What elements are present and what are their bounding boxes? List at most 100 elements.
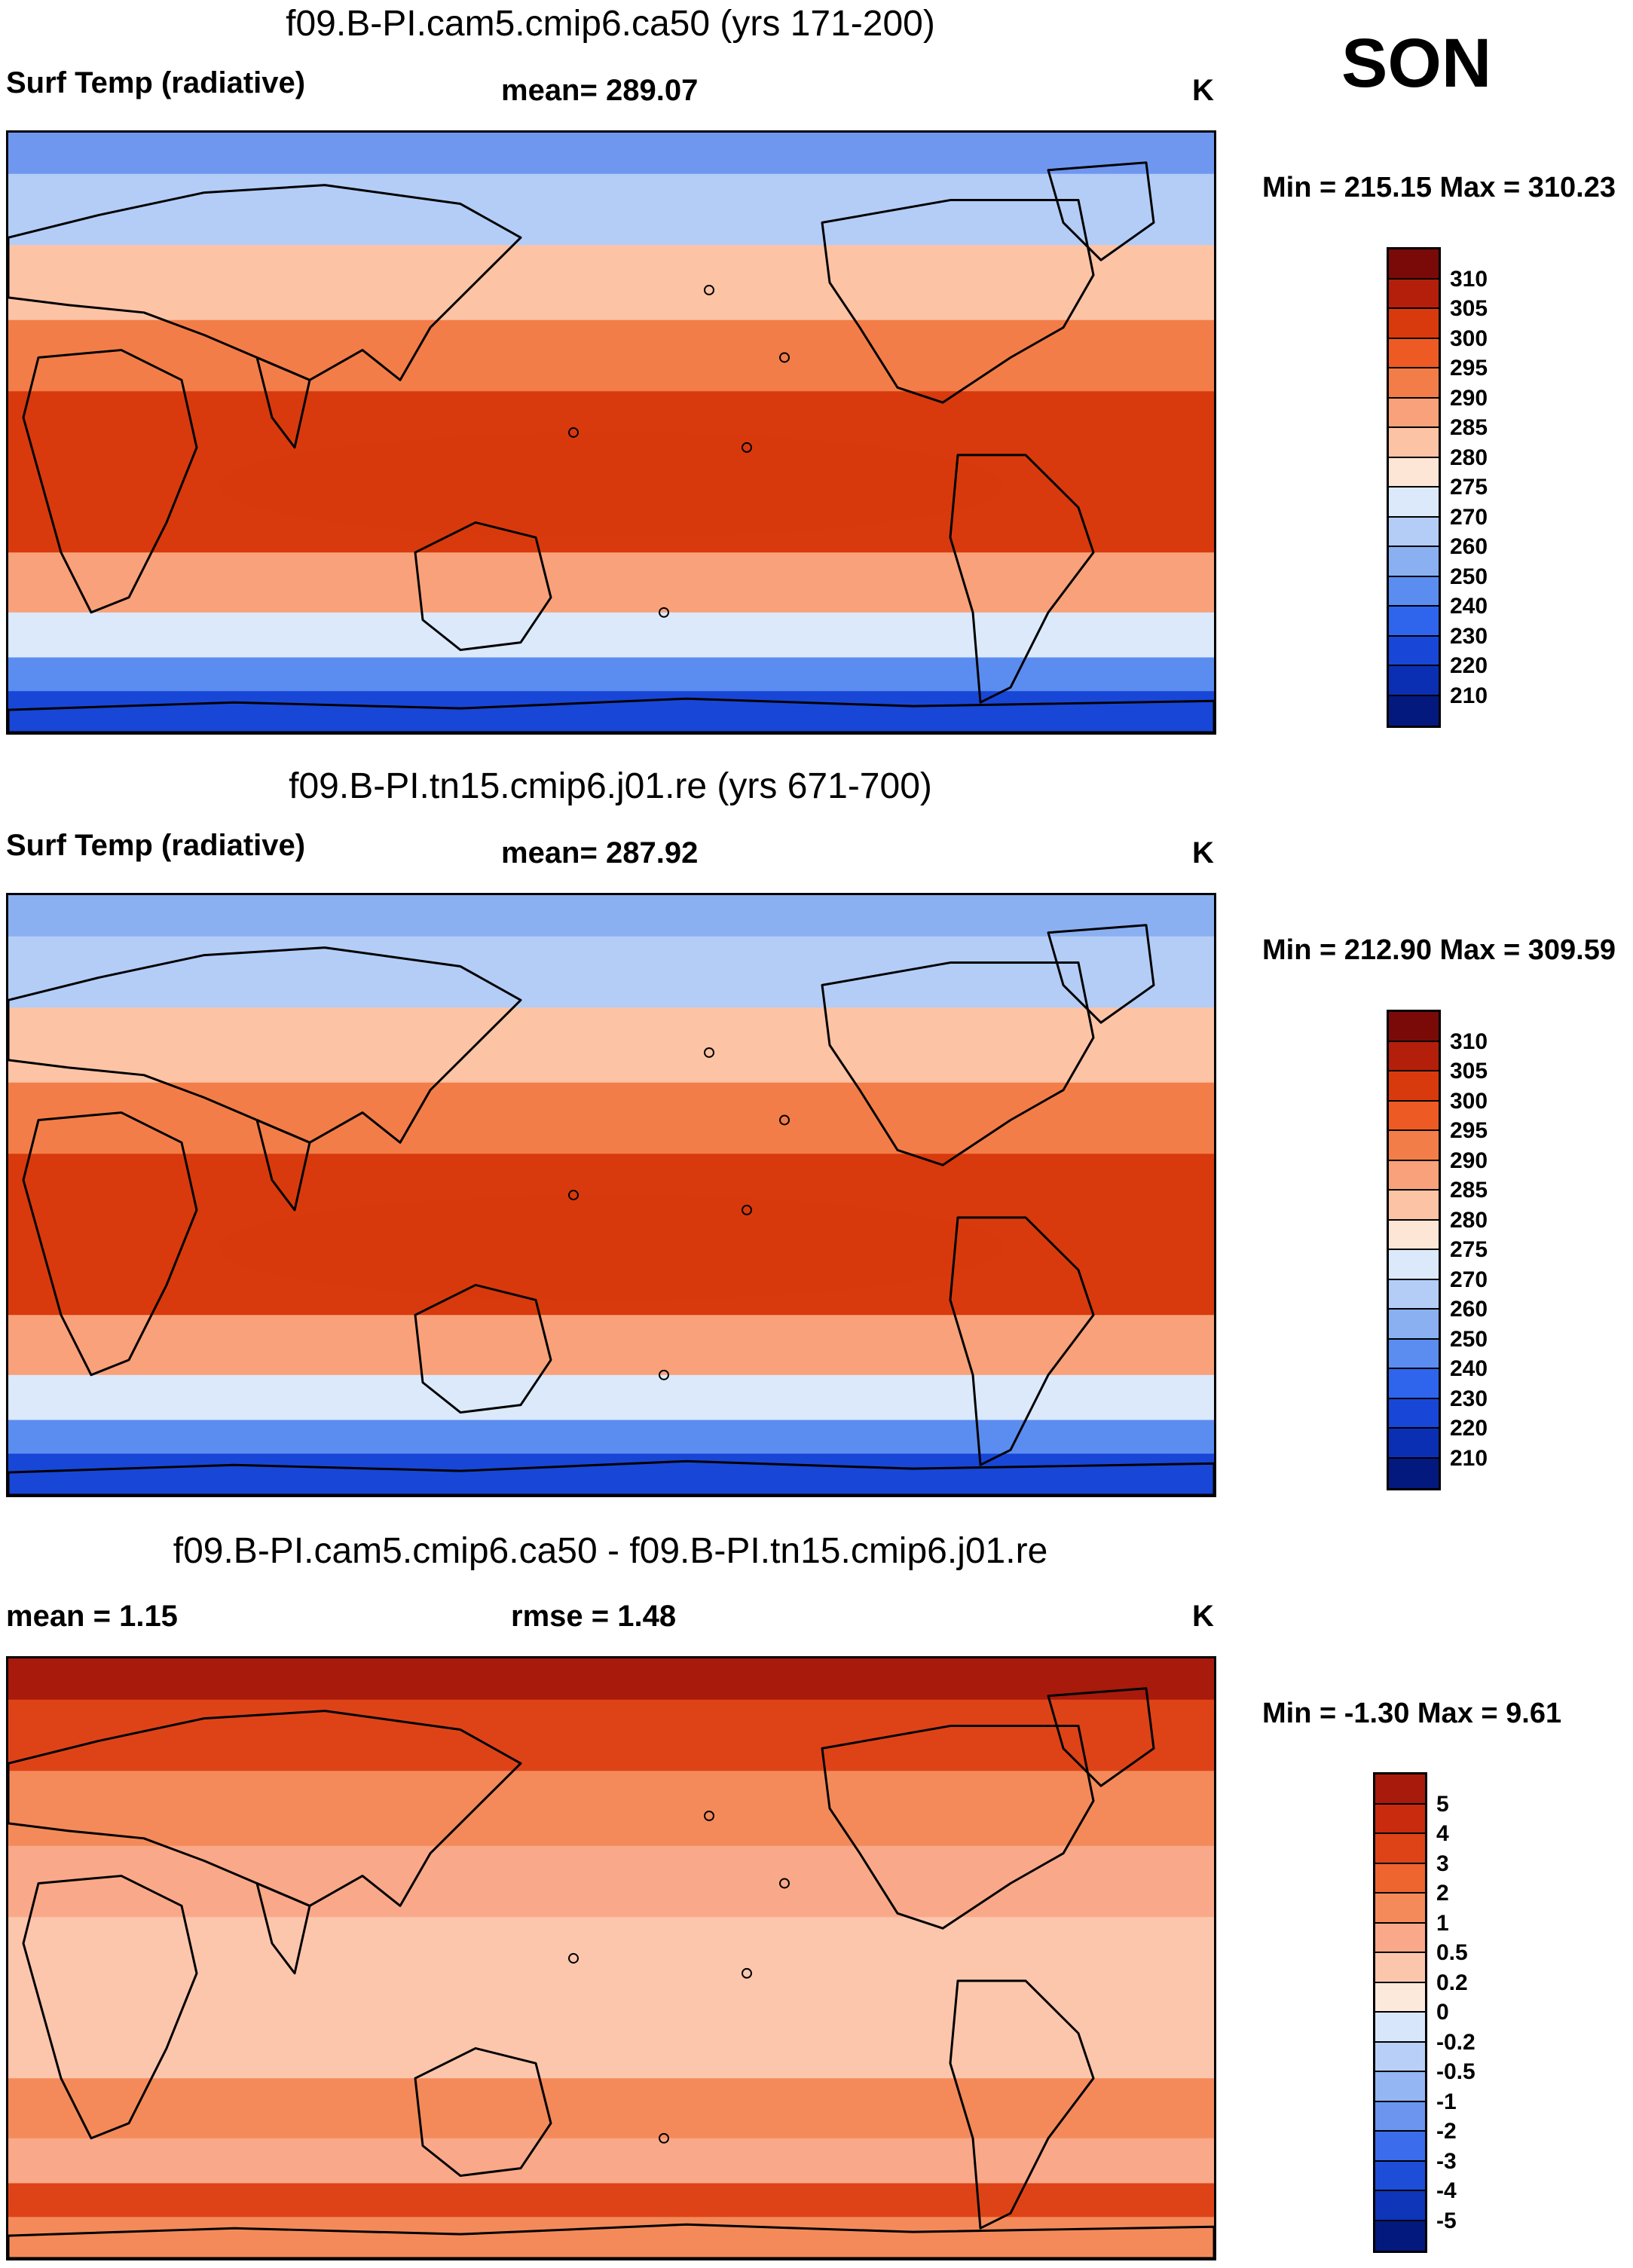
band-high_lat: [8, 1699, 1214, 1772]
australia-landmass: [414, 521, 552, 652]
colorbar-tick-label: 260: [1450, 534, 1488, 559]
island-outline: [704, 1047, 714, 1058]
island-outline: [568, 1953, 579, 1964]
colorbar-tick-label: -1: [1436, 2089, 1457, 2114]
colorbar-swatch: [1389, 695, 1439, 726]
band-south_cool: [8, 612, 1214, 659]
colorbar-swatch: [1389, 576, 1439, 607]
colorbar-tick-label: 220: [1450, 653, 1488, 678]
island-outline: [742, 1204, 752, 1215]
colorbar-swatch: [1389, 1429, 1439, 1459]
greenland-landmass: [1047, 1687, 1155, 1787]
colorbar-swatch: [1389, 1071, 1439, 1102]
colorbar-swatch: [1389, 1160, 1439, 1191]
colorbar-tick-label: -4: [1436, 2178, 1457, 2203]
south-america-landmass: [949, 1979, 1095, 2230]
colorbar-tick-label: 275: [1450, 475, 1488, 500]
colorbar-swatch: [1389, 1369, 1439, 1399]
africa-landmass: [22, 1875, 198, 2140]
colorbar-tick-label: -3: [1436, 2148, 1457, 2174]
colorbar-swatch: [1389, 338, 1439, 368]
panel-2-variable-label: Surf Temp (radiative): [6, 829, 306, 862]
north-america-landmass: [821, 961, 1095, 1166]
colorbar-tick-label: 305: [1450, 1059, 1488, 1084]
warm-pool: [219, 1958, 1003, 2064]
colorbar-tick-label: 2: [1436, 1881, 1449, 1906]
colorbar-swatch: [1375, 1834, 1425, 1864]
eurasia-landmass: [8, 1710, 522, 1907]
colorbar-tick-label: -0.2: [1436, 2029, 1476, 2055]
colorbar-swatch: [1389, 636, 1439, 666]
colorbar-tick-label: 5: [1436, 1791, 1449, 1817]
colorbar-swatch: [1389, 279, 1439, 309]
colorbar-swatch: [1389, 547, 1439, 577]
warm-pool: [219, 433, 1003, 538]
eurasia-landmass: [8, 946, 522, 1144]
colorbar-box: [1387, 247, 1441, 728]
colorbar-swatch: [1389, 1310, 1439, 1340]
greenland-landmass: [1047, 161, 1155, 261]
band-south_mid: [8, 552, 1214, 613]
island-outline: [779, 1114, 790, 1126]
colorbar-swatch: [1389, 1458, 1439, 1488]
warm-pool: [219, 1195, 1003, 1301]
colorbar-tick-label: 230: [1450, 623, 1488, 649]
panel-3-rmse-label: rmse = 1.48: [511, 1600, 677, 1633]
colorbar-swatch: [1375, 2132, 1425, 2162]
island-outline: [659, 607, 669, 618]
island-outline: [659, 1369, 669, 1380]
colorbar-swatch: [1389, 398, 1439, 428]
colorbar-swatch: [1389, 1279, 1439, 1310]
panel-2-title: f09.B-PI.tn15.cmip6.j01.re (yrs 671-700): [289, 766, 932, 806]
colorbar-box: [1387, 1010, 1441, 1490]
band-south_cool: [8, 1374, 1214, 1421]
colorbar-swatch: [1389, 1250, 1439, 1280]
colorbar-swatch: [1375, 2101, 1425, 2132]
island-outline: [568, 1190, 579, 1200]
island-outline: [779, 1878, 790, 1889]
south-america-landmass: [949, 454, 1095, 704]
panel-1-units-label: K: [1192, 74, 1214, 107]
colorbar-tick-label: 290: [1450, 1148, 1488, 1173]
north-america-landmass: [821, 199, 1095, 404]
colorbar-swatch: [1375, 1894, 1425, 1924]
colorbar-tick-label: 250: [1450, 1326, 1488, 1352]
colorbar-tick-label: 300: [1450, 1088, 1488, 1114]
band-mid_lat: [8, 1771, 1214, 1847]
band-southern_ocean: [8, 657, 1214, 692]
colorbar-swatch: [1375, 1804, 1425, 1834]
island-outline: [779, 352, 790, 363]
colorbar-tick-label: 230: [1450, 1386, 1488, 1411]
colorbar-swatch: [1375, 2161, 1425, 2191]
band-high_lat: [8, 173, 1214, 246]
colorbar-swatch: [1375, 1774, 1425, 1805]
panel-1-title: f09.B-PI.cam5.cmip6.ca50 (yrs 171-200): [286, 4, 935, 44]
colorbar-swatch: [1389, 1041, 1439, 1071]
band-south_mid: [8, 2078, 1214, 2139]
colorbar-tick-label: 270: [1450, 504, 1488, 530]
colorbar-tick-label: 305: [1450, 296, 1488, 321]
colorbar-tick-label: 295: [1450, 1118, 1488, 1143]
colorbar-swatch: [1389, 666, 1439, 696]
band-antarctica: [8, 1453, 1214, 1495]
colorbar-tick-label: 270: [1450, 1267, 1488, 1292]
antarctica-landmass: [8, 1460, 1214, 1495]
colorbar-tick-label: 0: [1436, 2000, 1449, 2025]
island-outline: [742, 442, 752, 453]
colorbar-tick-label: 280: [1450, 445, 1488, 470]
colorbar-tick-label: 310: [1450, 266, 1488, 292]
colorbar-tick-label: 1: [1436, 1910, 1449, 1936]
band-subtrop: [8, 319, 1214, 393]
band-antarctica: [8, 2217, 1214, 2258]
island-outline: [742, 1967, 752, 1979]
colorbar-swatch: [1375, 2191, 1425, 2221]
band-high_lat: [8, 936, 1214, 1009]
colorbar-swatch: [1389, 368, 1439, 399]
australia-landmass: [414, 2046, 552, 2178]
colorbar-swatch: [1389, 488, 1439, 518]
colorbar-swatch: [1389, 457, 1439, 488]
panel-3-units-label: K: [1192, 1600, 1214, 1633]
colorbar-swatch: [1389, 309, 1439, 339]
colorbar-tick-label: -2: [1436, 2119, 1457, 2144]
colorbar-swatch: [1389, 1191, 1439, 1221]
